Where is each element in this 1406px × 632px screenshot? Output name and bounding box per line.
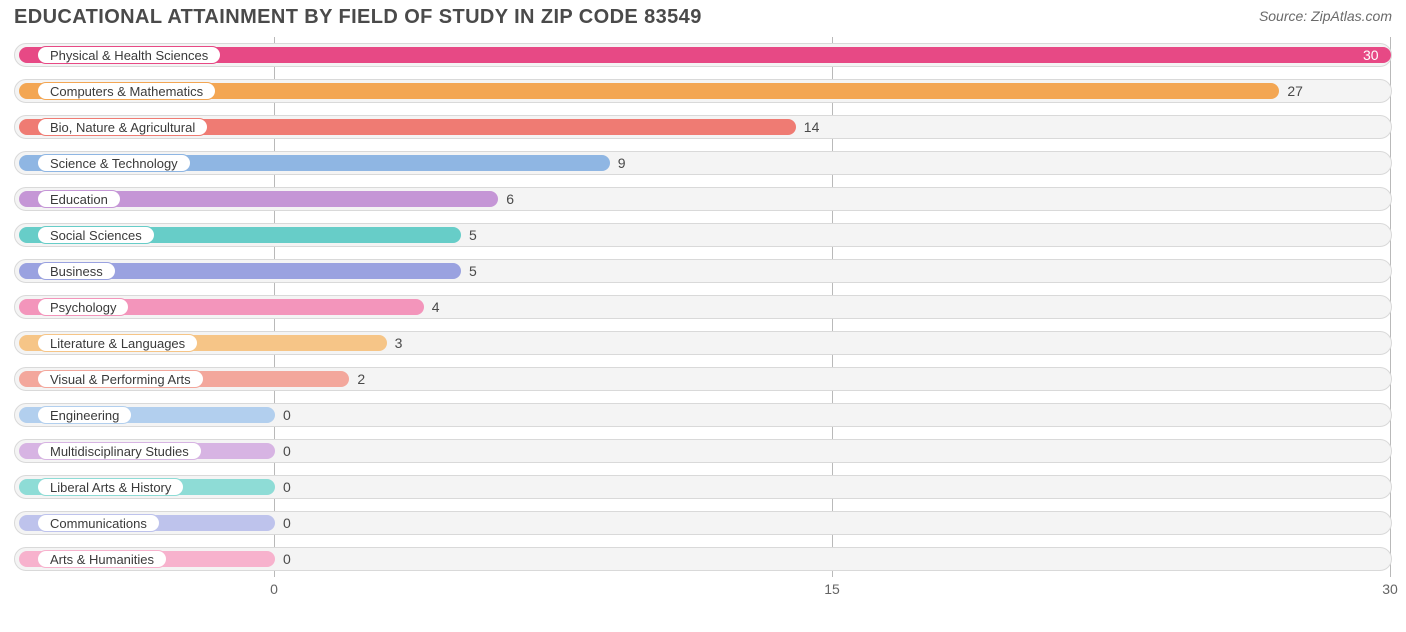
chart-row: Arts & Humanities 0: [14, 541, 1392, 577]
category-pill: Multidisciplinary Studies: [37, 442, 202, 460]
value-label: 14: [804, 119, 820, 135]
chart-row: Visual & Performing Arts 2: [14, 361, 1392, 397]
chart-plot-area: Physical & Health Sciences30Computers & …: [14, 37, 1392, 597]
chart-row: Education 6: [14, 181, 1392, 217]
value-label: 5: [469, 263, 477, 279]
category-pill: Visual & Performing Arts: [37, 370, 204, 388]
category-label: Business: [50, 264, 103, 279]
chart-source: Source: ZipAtlas.com: [1259, 6, 1392, 24]
value-label: 30: [1363, 47, 1379, 63]
value-label: 0: [283, 443, 291, 459]
category-label: Physical & Health Sciences: [50, 48, 208, 63]
bar-track: Arts & Humanities 0: [14, 547, 1392, 571]
value-label: 9: [618, 155, 626, 171]
category-label: Science & Technology: [50, 156, 178, 171]
chart-row: Literature & Languages 3: [14, 325, 1392, 361]
chart-title: EDUCATIONAL ATTAINMENT BY FIELD OF STUDY…: [14, 6, 702, 29]
category-pill: Education: [37, 190, 121, 208]
x-tick-label: 30: [1382, 581, 1398, 597]
category-pill: Social Sciences: [37, 226, 155, 244]
chart-row: Multidisciplinary Studies 0: [14, 433, 1392, 469]
value-label: 0: [283, 479, 291, 495]
category-pill: Business: [37, 262, 116, 280]
chart-row: Computers & Mathematics 27: [14, 73, 1392, 109]
bar-track: Social Sciences 5: [14, 223, 1392, 247]
category-label: Bio, Nature & Agricultural: [50, 120, 195, 135]
category-pill: Science & Technology: [37, 154, 191, 172]
bar-track: Physical & Health Sciences 30: [14, 43, 1392, 67]
category-label: Computers & Mathematics: [50, 84, 203, 99]
bar-track: Literature & Languages 3: [14, 331, 1392, 355]
category-pill: Literature & Languages: [37, 334, 198, 352]
bar-track: Computers & Mathematics 27: [14, 79, 1392, 103]
bar-track: Visual & Performing Arts 2: [14, 367, 1392, 391]
category-label: Literature & Languages: [50, 336, 185, 351]
bar-track: Education 6: [14, 187, 1392, 211]
category-label: Arts & Humanities: [50, 552, 154, 567]
chart-row: Psychology 4: [14, 289, 1392, 325]
category-label: Liberal Arts & History: [50, 480, 171, 495]
category-pill: Engineering: [37, 406, 132, 424]
value-label: 0: [283, 551, 291, 567]
chart-rows: Physical & Health Sciences30Computers & …: [14, 37, 1392, 577]
bar-track: Bio, Nature & Agricultural 14: [14, 115, 1392, 139]
category-label: Multidisciplinary Studies: [50, 444, 189, 459]
value-label: 5: [469, 227, 477, 243]
x-tick-label: 0: [270, 581, 278, 597]
bar-track: Liberal Arts & History 0: [14, 475, 1392, 499]
chart-header: EDUCATIONAL ATTAINMENT BY FIELD OF STUDY…: [0, 0, 1406, 31]
chart-row: Physical & Health Sciences 30: [14, 37, 1392, 73]
value-label: 2: [357, 371, 365, 387]
bar: [19, 47, 1391, 63]
value-label: 27: [1287, 83, 1303, 99]
category-pill: Psychology: [37, 298, 129, 316]
category-pill: Computers & Mathematics: [37, 82, 216, 100]
category-label: Education: [50, 192, 108, 207]
category-label: Visual & Performing Arts: [50, 372, 191, 387]
chart-row: Social Sciences 5: [14, 217, 1392, 253]
chart-row: Bio, Nature & Agricultural 14: [14, 109, 1392, 145]
value-label: 0: [283, 407, 291, 423]
bar-track: Psychology 4: [14, 295, 1392, 319]
value-label: 3: [395, 335, 403, 351]
category-pill: Arts & Humanities: [37, 550, 167, 568]
value-label: 4: [432, 299, 440, 315]
value-label: 6: [506, 191, 514, 207]
value-label: 0: [283, 515, 291, 531]
category-label: Communications: [50, 516, 147, 531]
chart-row: Communications 0: [14, 505, 1392, 541]
source-prefix: Source:: [1259, 8, 1311, 24]
category-label: Social Sciences: [50, 228, 142, 243]
chart-row: Business 5: [14, 253, 1392, 289]
chart-row: Science & Technology 9: [14, 145, 1392, 181]
bar-track: Multidisciplinary Studies 0: [14, 439, 1392, 463]
x-tick-label: 15: [824, 581, 840, 597]
bar-track: Science & Technology 9: [14, 151, 1392, 175]
category-pill: Bio, Nature & Agricultural: [37, 118, 208, 136]
chart-row: Engineering 0: [14, 397, 1392, 433]
chart-row: Liberal Arts & History 0: [14, 469, 1392, 505]
category-label: Engineering: [50, 408, 119, 423]
source-name: ZipAtlas.com: [1311, 8, 1392, 24]
x-axis: 01530: [14, 581, 1392, 601]
bar-track: Communications 0: [14, 511, 1392, 535]
bar-track: Engineering 0: [14, 403, 1392, 427]
category-pill: Liberal Arts & History: [37, 478, 184, 496]
bar-track: Business 5: [14, 259, 1392, 283]
category-pill: Communications: [37, 514, 160, 532]
category-pill: Physical & Health Sciences: [37, 46, 221, 64]
category-label: Psychology: [50, 300, 116, 315]
